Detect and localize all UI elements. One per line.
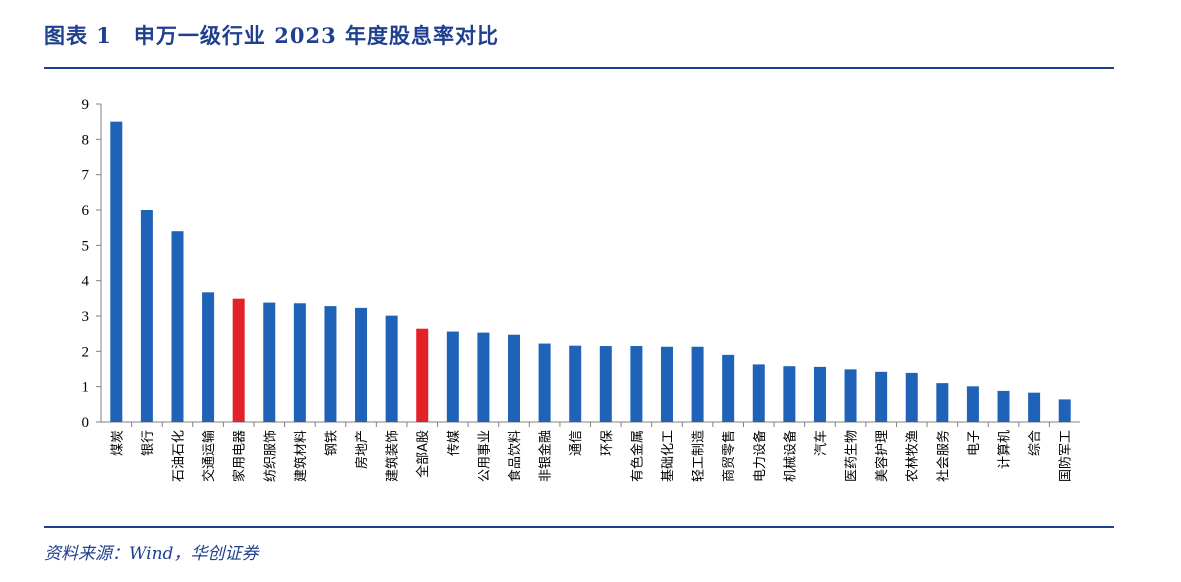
- chart-title: 图表 1 申万一级行业 2023 年度股息率对比: [44, 23, 499, 48]
- category-label: 建筑装饰: [385, 430, 401, 482]
- category-label: 银行: [141, 430, 156, 456]
- category-label: 商贸零售: [721, 430, 737, 482]
- category-label: 煤炭: [110, 430, 125, 456]
- category-label: 交通运输: [201, 430, 217, 482]
- footer-divider: [44, 526, 1114, 528]
- bar: [1028, 392, 1041, 422]
- category-label: 汽车: [813, 430, 829, 456]
- category-label: 食品饮料: [507, 430, 523, 482]
- y-tick-label: 9: [82, 97, 90, 113]
- bar: [508, 334, 521, 422]
- bar: [997, 390, 1010, 422]
- bar: [140, 210, 153, 422]
- bar: [477, 332, 490, 422]
- y-tick-label: 4: [82, 274, 90, 290]
- category-label: 公用事业: [477, 430, 492, 482]
- y-tick-label: 5: [82, 238, 90, 254]
- category-label: 电力设备: [752, 430, 768, 482]
- bar: [752, 364, 765, 422]
- bar: [813, 366, 826, 422]
- category-label: 钢铁: [324, 430, 339, 456]
- bar: [385, 315, 398, 422]
- bar: [263, 302, 276, 422]
- bar: [599, 346, 612, 422]
- bar: [1058, 399, 1071, 422]
- category-label: 环保: [600, 430, 615, 456]
- category-label: 轻工制造: [692, 430, 707, 482]
- category-label: 纺织服饰: [263, 430, 278, 482]
- title-divider: [44, 67, 1114, 69]
- y-tick-label: 7: [82, 168, 90, 184]
- category-label: 社会服务: [935, 430, 951, 482]
- category-label: 综合: [1028, 430, 1043, 456]
- bar: [110, 121, 123, 423]
- category-label: 电子: [967, 430, 982, 456]
- category-label: 美容护理: [874, 430, 890, 482]
- category-label: 国防军工: [1058, 430, 1074, 482]
- category-label: 计算机: [998, 430, 1013, 469]
- category-label: 农林牧渔: [906, 430, 921, 482]
- bar: [171, 231, 184, 422]
- bar: [844, 369, 857, 422]
- y-tick-label: 0: [82, 415, 90, 431]
- category-label: 传媒: [447, 430, 462, 456]
- y-tick-label: 6: [82, 203, 90, 219]
- category-label: 石油石化: [171, 430, 186, 482]
- category-label: 有色金属: [629, 430, 645, 482]
- y-tick-label: 8: [82, 132, 90, 148]
- category-label: 非银金融: [538, 430, 554, 482]
- source-note: 资料来源：Wind，华创证券: [44, 544, 259, 564]
- bar: [783, 366, 796, 422]
- y-tick-label: 2: [82, 344, 90, 360]
- bar: [630, 346, 643, 422]
- bar: [324, 306, 337, 422]
- bar: [446, 331, 459, 422]
- y-tick-label: 1: [82, 380, 90, 396]
- category-label: 建筑材料: [293, 430, 309, 482]
- category-label: 机械设备: [782, 430, 798, 482]
- bar: [232, 298, 245, 422]
- category-label: 基础化工: [661, 430, 676, 482]
- bar: [966, 386, 979, 422]
- category-label: 医药生物: [845, 430, 860, 482]
- bar: [875, 371, 888, 422]
- bar: [691, 346, 704, 422]
- category-label: 通信: [569, 430, 584, 456]
- bar: [355, 307, 368, 422]
- bar: [660, 346, 673, 422]
- category-label: 家用电器: [232, 430, 248, 482]
- bar: [722, 354, 735, 422]
- bar: [905, 372, 918, 422]
- y-tick-label: 3: [82, 309, 90, 325]
- bar: [538, 343, 551, 422]
- bar: [293, 303, 306, 422]
- bar: [936, 383, 949, 422]
- category-label: 全部A股: [415, 430, 431, 478]
- bar: [569, 345, 582, 422]
- bar: [416, 328, 429, 422]
- category-label: 房地产: [354, 430, 370, 469]
- bar: [202, 292, 215, 422]
